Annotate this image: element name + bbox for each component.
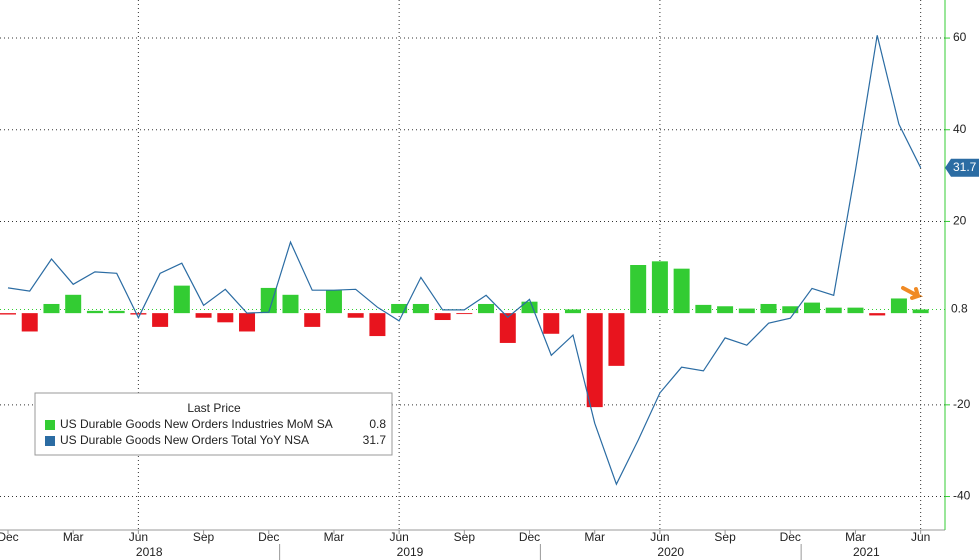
bar	[108, 310, 125, 314]
bar	[325, 290, 342, 314]
x-tick-label: Dec	[780, 530, 801, 544]
bar	[21, 313, 38, 332]
x-tick-label: Dec	[0, 530, 19, 544]
line	[7, 35, 922, 486]
legend-label: US Durable Goods New Orders Industries M…	[60, 417, 333, 431]
bar	[391, 303, 408, 314]
x-tick-label: Mar	[845, 530, 866, 544]
y-tick-label: -20	[953, 397, 971, 411]
legend-swatch	[45, 436, 55, 446]
year-label: 2020	[657, 545, 684, 559]
x-tick-label: Mar	[63, 530, 84, 544]
bar	[673, 268, 690, 314]
x-tick-label: Jun	[650, 530, 669, 544]
y-tick-label: 20	[953, 214, 967, 228]
bar	[65, 294, 82, 314]
bar	[173, 285, 190, 314]
bar	[630, 265, 647, 314]
bar	[260, 287, 277, 314]
x-tick-label: Dec	[519, 530, 540, 544]
last-value-label: 0.8	[951, 302, 968, 316]
bar	[456, 313, 473, 315]
bar	[847, 307, 864, 314]
bar	[564, 309, 581, 314]
x-tick-label: Mar	[584, 530, 605, 544]
last-value-box	[945, 158, 979, 177]
legend-box	[34, 392, 393, 456]
bar	[521, 301, 538, 314]
year-label: 2021	[853, 545, 880, 559]
bar	[608, 313, 625, 366]
bar	[760, 303, 777, 314]
bar	[586, 313, 603, 408]
x-tick-label: Sep	[714, 530, 736, 544]
legend-label: US Durable Goods New Orders Total YoY NS…	[60, 433, 309, 447]
bar	[717, 306, 734, 314]
legend-swatch	[45, 420, 55, 430]
bar	[825, 307, 842, 314]
bar	[239, 313, 256, 332]
bar	[347, 313, 364, 318]
bar	[130, 313, 147, 315]
bar	[782, 306, 799, 314]
bar	[0, 313, 16, 315]
x-tick-label: Mar	[324, 530, 345, 544]
bar	[282, 294, 299, 314]
arrow-icon	[901, 286, 924, 300]
bar	[804, 302, 821, 314]
x-tick-label: Jun	[911, 530, 930, 544]
y-tick-label: -40	[953, 489, 971, 503]
x-tick-label: Dec	[258, 530, 279, 544]
bar	[412, 303, 429, 314]
legend-value: 0.8	[369, 417, 386, 431]
bar	[869, 313, 886, 316]
bar	[434, 313, 451, 321]
y-tick-label: 40	[953, 122, 967, 136]
bar	[651, 261, 668, 314]
bar	[304, 313, 321, 327]
bar	[543, 313, 560, 334]
bar	[86, 310, 103, 314]
bar	[152, 313, 169, 327]
last-value-label: 31.7	[953, 160, 977, 174]
legend-value: 31.7	[363, 433, 387, 447]
bar	[912, 309, 929, 314]
x-tick-label: Jun	[389, 530, 408, 544]
x-tick-label: Sep	[193, 530, 215, 544]
bar	[43, 303, 60, 314]
legend-title: Last Price	[187, 401, 241, 415]
y-tick-label: 60	[953, 30, 967, 44]
x-tick-label: Jun	[129, 530, 148, 544]
bar	[499, 313, 516, 343]
bar	[478, 303, 495, 314]
bar	[217, 313, 234, 323]
bar	[738, 308, 755, 314]
bar	[369, 313, 386, 337]
bar	[695, 304, 712, 314]
year-label: 2018	[136, 545, 163, 559]
bar	[195, 313, 212, 318]
x-tick-label: Sep	[454, 530, 476, 544]
year-label: 2019	[397, 545, 424, 559]
bar	[890, 298, 907, 314]
